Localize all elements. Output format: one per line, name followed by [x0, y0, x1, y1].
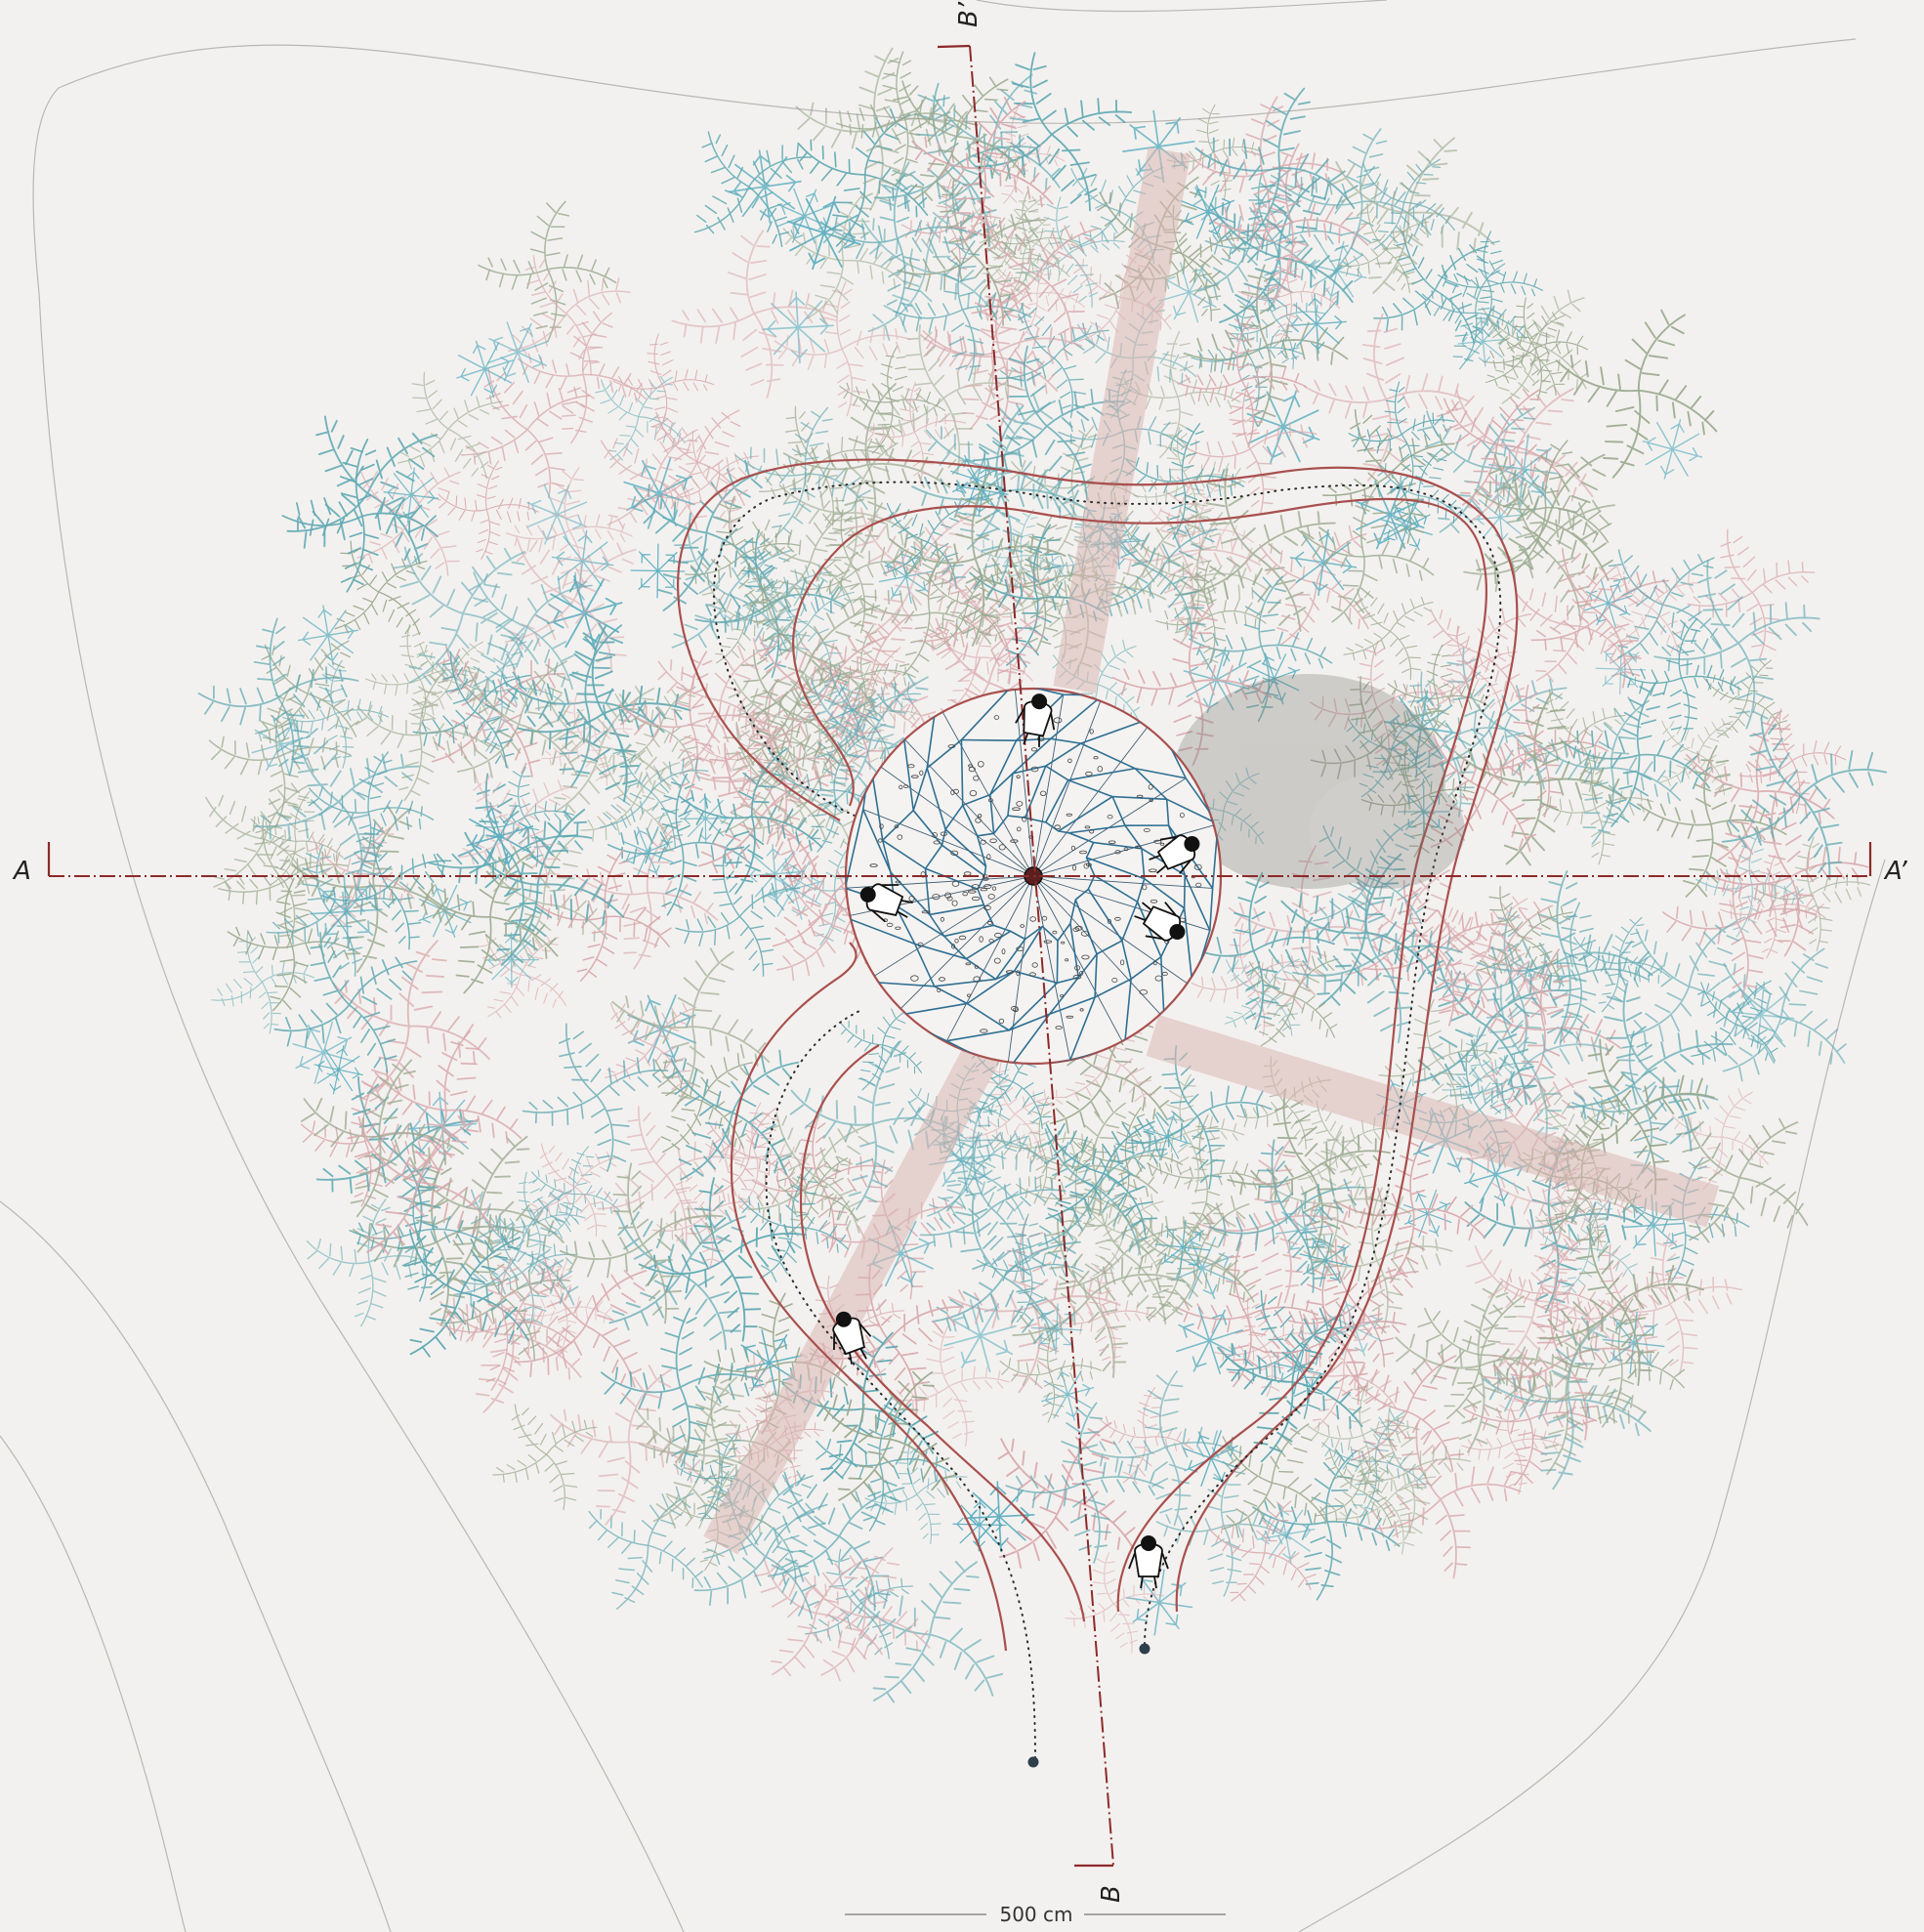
- person-topview-icon: [1149, 834, 1200, 874]
- fern-plant-icon: [807, 1512, 1051, 1756]
- end-point-dot-icon: [1139, 1643, 1150, 1655]
- boardwalks: [703, 147, 1720, 1555]
- scale-bar-label: 500 cm: [999, 1903, 1072, 1926]
- fern-plant-icon: [1482, 528, 1677, 723]
- fern-plant-icon: [245, 369, 493, 616]
- fern-plant-icon: [1291, 95, 1529, 332]
- fern-plant-icon: [388, 623, 565, 799]
- end-point-dot-icon: [1027, 1756, 1039, 1768]
- fern-plant-icon: [381, 599, 604, 820]
- fern-plant-icon: [942, 1374, 1187, 1619]
- tree-shadow: [1172, 674, 1465, 889]
- fern-plant-icon: [1177, 88, 1351, 259]
- section-b-end-label: B’: [954, 1, 983, 27]
- fern-plant-icon: [1660, 846, 1818, 1000]
- fern-plant-icon: [946, 1216, 1122, 1395]
- fern-plant-icon: [1003, 1401, 1166, 1566]
- fern-star-icon: [279, 1009, 367, 1097]
- fern-plant-icon: [295, 1059, 544, 1307]
- person-topview-icon: [859, 883, 913, 923]
- fern-plant-icon: [243, 899, 457, 1111]
- fern-plant-icon: [1154, 560, 1268, 670]
- fern-plant-icon: [845, 302, 1040, 495]
- fern-plant-icon: [341, 1002, 553, 1216]
- fern-plant-icon: [1670, 904, 1894, 1128]
- section-a-end-label: A’: [1883, 857, 1907, 886]
- fern-plant-icon: [1401, 238, 1550, 389]
- winding-path: [677, 458, 1519, 1768]
- person-topview-icon: [1134, 902, 1186, 942]
- fern-plant-icon: [215, 600, 401, 786]
- fern-plant-icon: [1048, 1259, 1159, 1372]
- section-b-start-label: B: [1097, 1885, 1126, 1903]
- fern-star-icon: [775, 185, 873, 281]
- fern-plant-icon: [895, 260, 1089, 455]
- fern-plant-icon: [1083, 1374, 1208, 1499]
- person-topview-icon: [832, 1311, 872, 1365]
- fern-plant-icon: [584, 919, 801, 1137]
- fern-plant-icon: [1452, 416, 1637, 599]
- section-cut-lines: [47, 44, 1872, 1868]
- fern-plant-icon: [552, 1450, 743, 1642]
- central-net-platform: [844, 687, 1223, 1066]
- fern-plant-icon: [1299, 309, 1474, 487]
- fern-plant-icon: [1670, 509, 1834, 674]
- person-topview-icon: [1015, 693, 1056, 747]
- fern-plant-icon: [879, 1316, 1020, 1458]
- fern-plant-icon: [468, 1375, 624, 1532]
- fern-plant-icon: [363, 345, 533, 515]
- fern-star-icon: [1723, 978, 1798, 1053]
- fern-plant-icon: [606, 369, 790, 554]
- fern-plant-icon: [562, 386, 749, 573]
- people-topview: [832, 693, 1200, 1589]
- fern-plant-icon: [565, 344, 713, 490]
- fern-plant-icon: [511, 1129, 639, 1258]
- fern-star-icon: [679, 792, 732, 845]
- fern-star-icon: [1634, 411, 1711, 487]
- fern-plant-icon: [1444, 860, 1603, 1018]
- section-a-start-label: A: [12, 857, 31, 886]
- fern-plant-icon: [505, 466, 634, 597]
- scale-bar: 500 cm: [845, 1903, 1226, 1926]
- fern-plant-icon: [1633, 535, 1843, 748]
- person-topview-icon: [1128, 1535, 1169, 1589]
- fern-plant-icon: [769, 366, 966, 567]
- fern-star-icon: [292, 600, 364, 671]
- fern-plant-icon: [218, 870, 367, 1021]
- fern-plant-icon: [1331, 1396, 1482, 1548]
- fern-star-icon: [1284, 524, 1362, 602]
